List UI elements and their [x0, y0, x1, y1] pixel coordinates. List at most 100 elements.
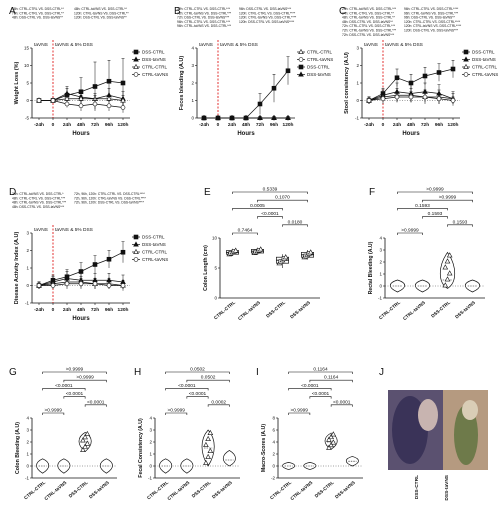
violin — [57, 458, 71, 474]
data-point — [328, 442, 334, 448]
data-point — [328, 433, 334, 440]
y-axis-label: Weight Loss (%) — [14, 61, 20, 104]
y-tick-label: 1 — [379, 272, 382, 277]
significance-bracket — [232, 232, 258, 235]
data-point — [307, 249, 314, 255]
x-axis-label: Hours — [237, 131, 255, 137]
data-point — [50, 98, 56, 103]
p-value-label: 0.0502 — [190, 367, 205, 373]
x-tick-label: 48h — [242, 122, 250, 128]
y-axis-label: Disease Activity Index (A.U) — [14, 232, 20, 305]
y-tick-label: 4 — [379, 236, 382, 241]
x-tick-label: CTRL-taVNS — [237, 300, 261, 321]
significance-bracket — [186, 396, 209, 399]
y-tick-label: 2 — [379, 260, 382, 265]
series-DSS-taVNS: DSS-taVNS — [201, 71, 331, 120]
stats-line: 120h: DSS-CTRL VS. DSS-taVNS** — [74, 16, 127, 20]
data-point — [64, 281, 70, 287]
data-point — [330, 439, 337, 445]
significance-bracket — [257, 199, 308, 203]
y-tick-label: 0 — [356, 98, 359, 103]
stats-line: 48h: DSS-CTRL VS. DSS-taVNS*** — [12, 205, 65, 209]
stats-line: 72h: CTRL-taVNS VS. DSS-CTRL*** — [342, 29, 397, 33]
x-tick-label: -24h — [34, 122, 44, 128]
y-axis-label: Fecal Consistency (A.U) — [138, 418, 144, 478]
y-tick-label: 1 — [191, 98, 194, 103]
data-point — [271, 85, 277, 91]
significance-bracket — [282, 224, 308, 227]
x-tick-label: 72h — [91, 122, 99, 128]
y-tick-label: 2 — [356, 63, 359, 68]
data-point — [133, 241, 139, 247]
x-tick-label: 0 — [217, 122, 220, 128]
y-tick-label: -1 — [378, 296, 382, 301]
y-tick-label: -1 — [148, 476, 152, 481]
p-value-label: 0.1164 — [313, 367, 328, 373]
p-value-label: <0.0001 — [87, 399, 105, 405]
tissue-highlight — [462, 400, 478, 420]
x-tick-label: 0 — [52, 307, 55, 313]
data-point — [215, 114, 221, 120]
significance-bracket — [309, 396, 332, 399]
significance-bracket — [165, 412, 188, 415]
x-tick-label: 96h — [105, 307, 113, 313]
data-point — [408, 94, 414, 100]
panel-letter: E — [204, 187, 211, 198]
p-value-label: <0.0001 — [189, 391, 207, 397]
significance-bracket — [84, 404, 107, 407]
x-tick-label: CTRL-CTRL — [213, 300, 236, 321]
stats-line: 48h: CTRL-CTRL VS. DSS-CTRL** — [12, 7, 64, 11]
significance-bracket — [232, 208, 283, 211]
p-value-label: <0.0001 — [333, 399, 351, 405]
stats-line: 24h: CTRL-taVNS VS. DSS-CTRL*** — [342, 7, 397, 11]
x-tick-label: CTRL-CTRL — [378, 300, 401, 321]
y-tick-label: 2 — [149, 440, 152, 445]
y-tick-label: 1 — [149, 452, 152, 457]
significance-bracket — [447, 224, 473, 227]
x-tick-label: CTRL-taVNS — [402, 300, 426, 321]
y-tick-label: 4 — [191, 46, 194, 51]
y-tick-label: 0 — [272, 464, 275, 469]
data-point — [298, 48, 304, 55]
data-point — [366, 98, 372, 103]
data-point — [442, 264, 449, 270]
p-value-label: 0.0502 — [201, 375, 216, 381]
significance-bracket — [397, 191, 473, 194]
p-value-label: >0.9999 — [76, 375, 94, 381]
p-value-label: <0.0001 — [55, 383, 73, 389]
data-point — [326, 444, 332, 450]
stats-line: 96h: DSS-CTRL VS. DSS-taVNS*** — [239, 7, 292, 11]
data-point — [232, 247, 239, 253]
data-point — [106, 78, 112, 84]
series-DSS-CTRL: DSS-CTRL — [201, 56, 330, 121]
x-tick-label: CTRL-taVNS — [289, 480, 313, 501]
x-tick-label: DSS-taVNS — [289, 300, 311, 320]
data-point — [50, 283, 56, 288]
data-point — [203, 441, 209, 448]
legend-label: DSS-CTRL — [142, 235, 165, 240]
significance-bracket — [42, 371, 107, 374]
line-chart-C: 24h: CTRL-taVNS VS. DSS-CTRL***24h: CTRL… — [342, 7, 498, 137]
legend-label: CTRL-taVNS — [142, 257, 168, 262]
data-point — [82, 434, 88, 440]
stats-line: 120h: CTRL-taVNS VS. DSS-CTRL**** — [404, 24, 462, 28]
x-tick-label: 96h — [270, 122, 278, 128]
stats-line: 120h: DSS-CTRL VS. DSS-taVNS*** — [404, 29, 459, 33]
significance-bracket — [422, 199, 473, 203]
series-line — [204, 70, 289, 119]
data-point — [92, 281, 98, 287]
violin — [222, 449, 236, 467]
y-tick-label: 1 — [356, 81, 359, 86]
y-tick-label: 3 — [191, 63, 194, 68]
panel-letter: F — [369, 187, 375, 198]
legend-label: DSS-taVNS — [142, 242, 166, 247]
stats-line: 24h: CTRL-taVNS VS. DSS-CTRL* — [12, 192, 64, 196]
data-point — [207, 447, 214, 454]
x-axis-label: Hours — [402, 131, 420, 137]
panel-letter: I — [256, 367, 259, 378]
stats-line: 120h: CTRL-CTRL VS. DSS-CTRL**** — [404, 20, 461, 24]
y-axis-label: Stool consistency (A.U) — [344, 52, 350, 114]
